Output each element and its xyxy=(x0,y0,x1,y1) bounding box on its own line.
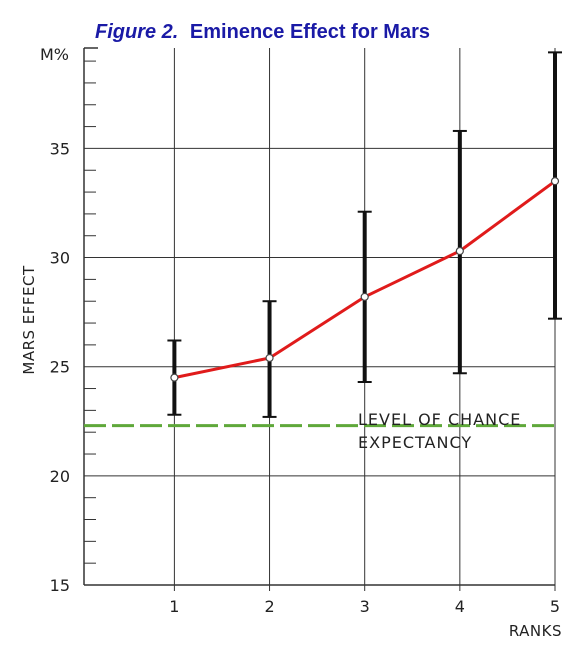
data-point-3 xyxy=(360,292,369,301)
data-point-2 xyxy=(265,353,274,363)
y-unit-label: M% xyxy=(40,45,69,64)
minor-ticks xyxy=(84,60,556,591)
y-axis-label: MARS EFFECT xyxy=(20,265,38,375)
chart-title: Figure 2. Eminence Effect for Mars xyxy=(95,21,430,43)
x-tick-label-5: 5 xyxy=(550,597,560,616)
y-tick-label-15: 15 xyxy=(50,576,70,595)
data-point-5 xyxy=(550,177,560,186)
y-tick-label-25: 25 xyxy=(50,358,70,377)
data-point-4 xyxy=(455,246,464,256)
y-tick-labels: 15 20 25 30 35 xyxy=(50,139,70,595)
chart-title-prefix: Figure 2. xyxy=(95,21,178,43)
data-point-1 xyxy=(170,373,179,382)
x-tick-label-3: 3 xyxy=(360,597,370,616)
reference-label-line1: LEVEL OF CHANCE xyxy=(358,410,521,429)
y-tick-label-20: 20 xyxy=(50,467,70,486)
plot-frame xyxy=(83,47,555,586)
grid-lines xyxy=(84,48,556,586)
y-tick-label-35: 35 xyxy=(50,139,70,158)
series-group xyxy=(170,177,560,382)
x-tick-labels: 1 2 3 4 5 xyxy=(169,597,560,616)
x-tick-label-1: 1 xyxy=(169,597,179,616)
x-axis-label: RANKS xyxy=(509,622,562,640)
chart-title-main: Eminence Effect for Mars xyxy=(190,21,430,43)
y-tick-label-30: 30 xyxy=(50,249,70,268)
reference-label-line2: EXPECTANCY xyxy=(358,433,472,452)
x-tick-label-2: 2 xyxy=(264,597,274,616)
x-tick-label-4: 4 xyxy=(455,597,465,616)
